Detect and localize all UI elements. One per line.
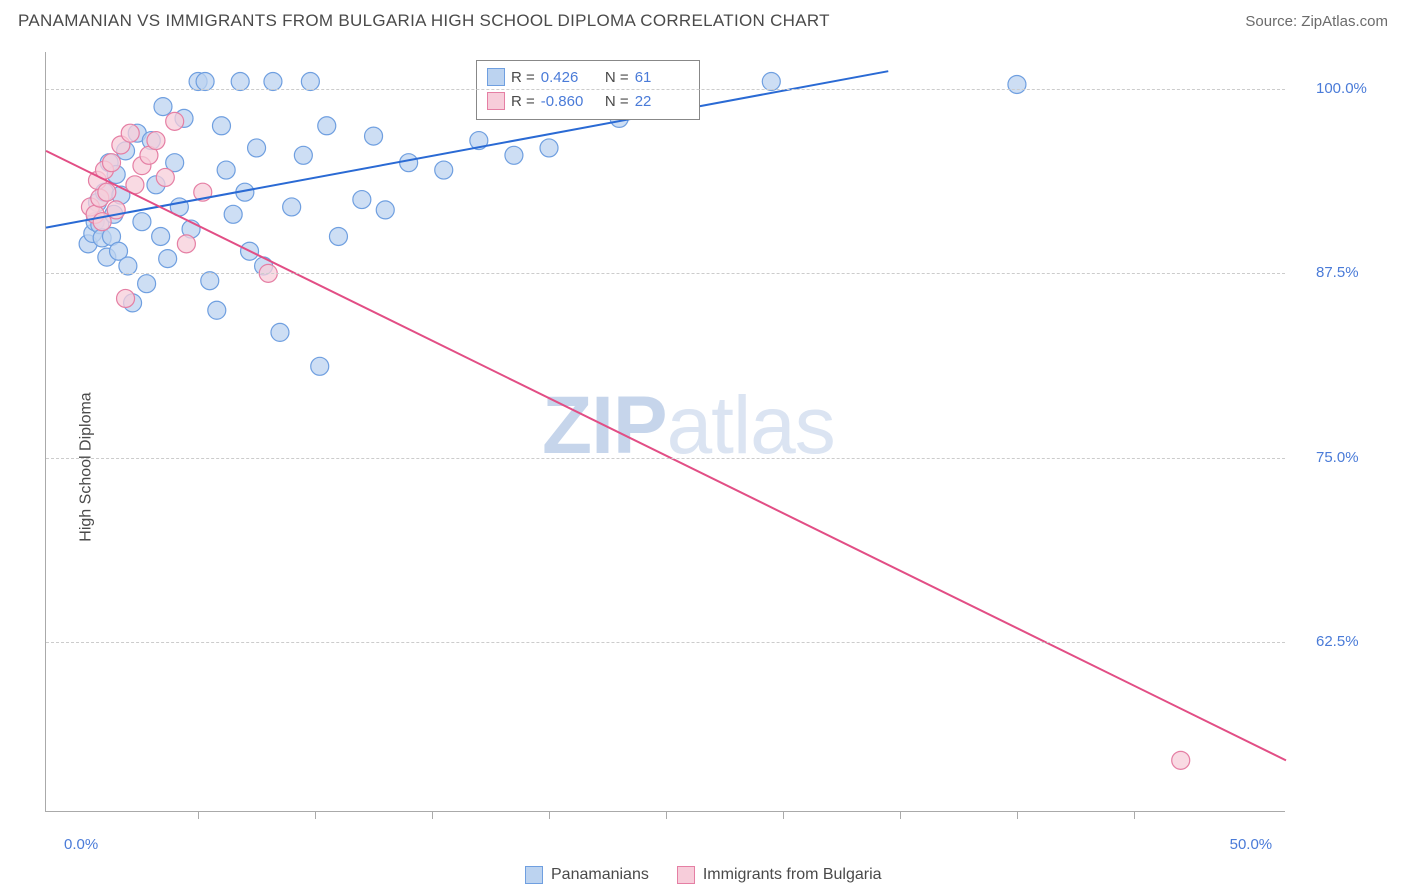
data-point [117, 289, 135, 307]
y-tick-label: 87.5% [1316, 264, 1359, 281]
data-point [147, 132, 165, 150]
data-point [138, 275, 156, 293]
data-point [762, 73, 780, 91]
data-point [1172, 751, 1190, 769]
data-point [283, 198, 301, 216]
legend-label: Immigrants from Bulgaria [703, 866, 882, 884]
regression-line [46, 71, 888, 227]
x-tick [666, 811, 667, 819]
data-point [301, 73, 319, 91]
data-point [201, 272, 219, 290]
legend-label: Panamanians [551, 866, 649, 884]
x-tick [900, 811, 901, 819]
series-legend: Panamanians Immigrants from Bulgaria [525, 866, 882, 884]
legend-row: R = 0.426 N = 61 [487, 65, 689, 89]
n-label: N = [601, 93, 629, 110]
y-tick-label: 75.0% [1316, 449, 1359, 466]
data-point [217, 161, 235, 179]
header: PANAMANIAN VS IMMIGRANTS FROM BULGARIA H… [0, 0, 1406, 42]
correlation-legend-box: R = 0.426 N = 61 R = -0.860 N = 22 [476, 60, 700, 120]
chart-title: PANAMANIAN VS IMMIGRANTS FROM BULGARIA H… [18, 11, 830, 31]
data-point [1008, 75, 1026, 93]
r-label: R = [511, 93, 535, 110]
data-point [435, 161, 453, 179]
data-point [353, 191, 371, 209]
data-point [121, 124, 139, 142]
legend-item: Immigrants from Bulgaria [677, 866, 882, 884]
data-point [311, 357, 329, 375]
regression-line [46, 151, 1286, 760]
legend-swatch [525, 866, 543, 884]
x-tick [1134, 811, 1135, 819]
data-point [177, 235, 195, 253]
x-tick-label: 50.0% [1230, 836, 1273, 853]
x-tick [783, 811, 784, 819]
scatter-svg [46, 52, 1285, 811]
plot-area: ZIPatlas R =0.426 N =61R =-0.860 N =22 6… [45, 52, 1285, 812]
y-tick-label: 62.5% [1316, 633, 1359, 650]
n-value: 61 [635, 69, 689, 86]
data-point [376, 201, 394, 219]
data-point [98, 183, 116, 201]
data-point [208, 301, 226, 319]
r-label: R = [511, 69, 535, 86]
legend-swatch [487, 92, 505, 110]
gridline [46, 273, 1285, 274]
source-label: Source: ZipAtlas.com [1245, 13, 1388, 30]
data-point [159, 250, 177, 268]
legend-row: R = -0.860 N = 22 [487, 89, 689, 113]
data-point [271, 323, 289, 341]
data-point [264, 73, 282, 91]
data-point [156, 168, 174, 186]
data-point [540, 139, 558, 157]
data-point [154, 98, 172, 116]
x-tick [432, 811, 433, 819]
data-point [294, 146, 312, 164]
legend-swatch [677, 866, 695, 884]
data-point [318, 117, 336, 135]
data-point [329, 227, 347, 245]
x-tick [198, 811, 199, 819]
n-value: 22 [635, 93, 689, 110]
data-point [505, 146, 523, 164]
data-point [231, 73, 249, 91]
data-point [152, 227, 170, 245]
gridline [46, 458, 1285, 459]
data-point [133, 213, 151, 231]
x-tick [315, 811, 316, 819]
data-point [400, 154, 418, 172]
x-tick [1017, 811, 1018, 819]
data-point [103, 154, 121, 172]
chart-container: High School Diploma ZIPatlas R =0.426 N … [0, 42, 1406, 892]
data-point [248, 139, 266, 157]
legend-item: Panamanians [525, 866, 649, 884]
data-point [119, 257, 137, 275]
data-point [365, 127, 383, 145]
r-value: -0.860 [541, 93, 595, 110]
gridline [46, 642, 1285, 643]
x-tick-label: 0.0% [64, 836, 98, 853]
data-point [212, 117, 230, 135]
gridline [46, 89, 1285, 90]
data-point [196, 73, 214, 91]
y-tick-label: 100.0% [1316, 80, 1367, 97]
data-point [166, 112, 184, 130]
legend-swatch [487, 68, 505, 86]
r-value: 0.426 [541, 69, 595, 86]
data-point [224, 205, 242, 223]
n-label: N = [601, 69, 629, 86]
x-tick [549, 811, 550, 819]
